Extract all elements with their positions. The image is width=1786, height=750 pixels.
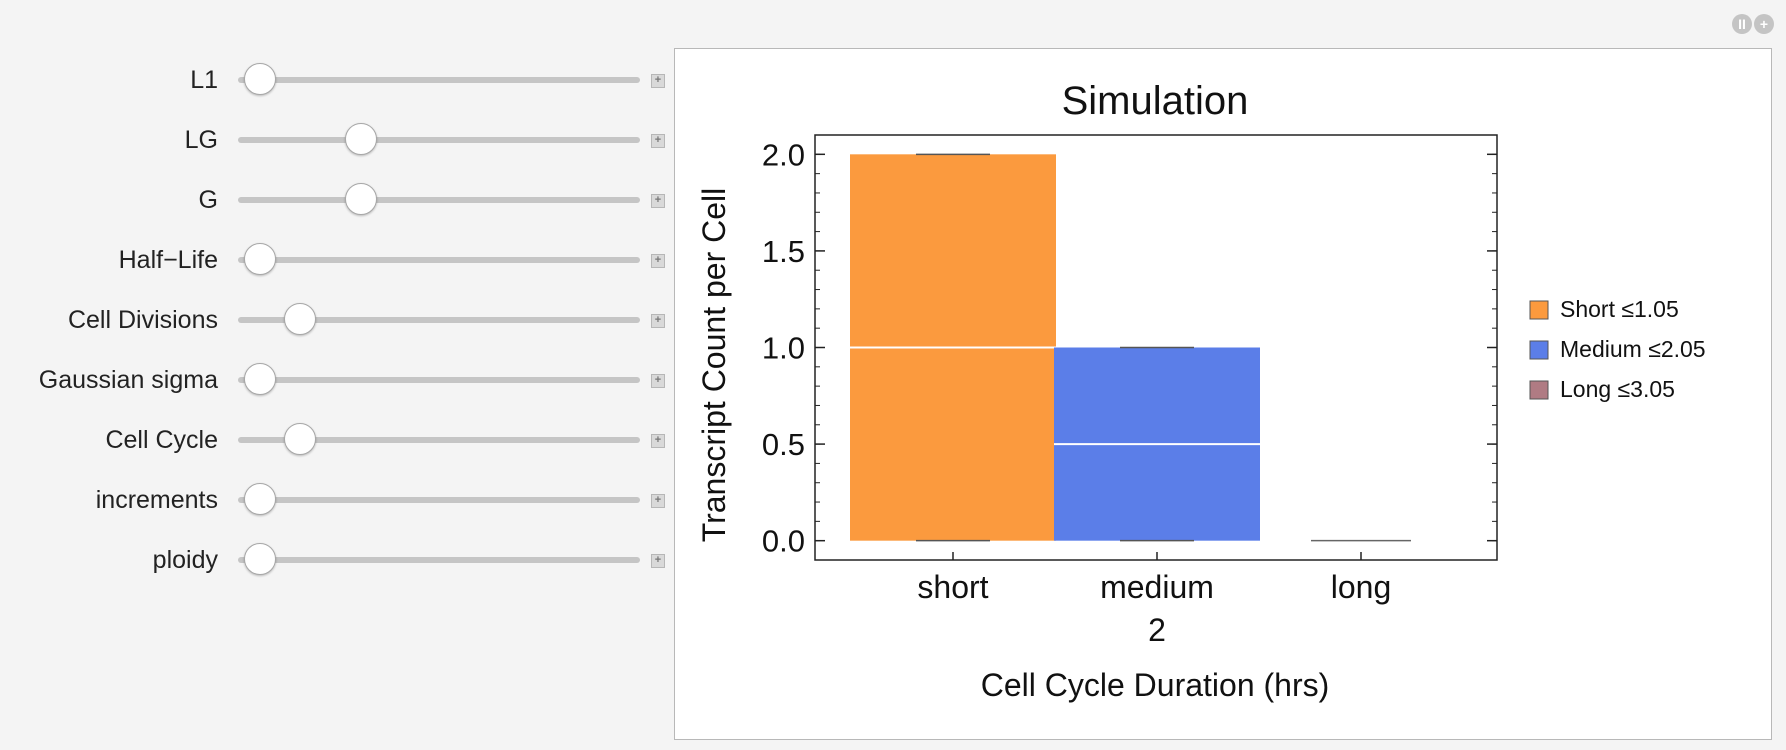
legend-swatch — [1529, 300, 1549, 320]
plot-area: 0.0 0.5 1.0 1.5 2.0 short medium 2 long — [762, 134, 1498, 648]
slider-thumb[interactable] — [284, 423, 317, 455]
x-axis-label: Cell Cycle Duration (hrs) — [981, 667, 1330, 703]
control-row: ploidy + — [0, 540, 680, 580]
x-tick-sublabel: 2 — [1148, 612, 1166, 648]
expand-plus-icon[interactable]: + — [651, 194, 665, 208]
control-row: Cell Divisions + — [0, 300, 680, 340]
expand-plus-icon[interactable]: + — [651, 494, 665, 508]
expand-plus-icon[interactable]: + — [651, 74, 665, 88]
y-axis-label: Transcript Count per Cell — [696, 188, 732, 543]
legend-swatch — [1529, 380, 1549, 400]
control-label: Half−Life — [118, 246, 218, 274]
slider-track[interactable] — [238, 557, 640, 563]
slider-track[interactable] — [238, 377, 640, 383]
slider-track[interactable] — [238, 317, 640, 323]
expand-plus-icon[interactable]: + — [651, 314, 665, 328]
slider-thumb[interactable] — [344, 123, 377, 155]
y-tick-label: 0.5 — [762, 427, 805, 462]
expand-plus-icon[interactable]: + — [651, 374, 665, 388]
legend-label: Long ≤3.05 — [1560, 376, 1675, 402]
control-row: L1 + — [0, 60, 680, 100]
control-row: G + — [0, 180, 680, 220]
output-panel: Simulation 0.0 0.5 1.0 1.5 2.0 short medium 2 lo… — [674, 48, 1772, 740]
add-icon[interactable]: + — [1754, 14, 1774, 34]
legend-label: Short ≤1.05 — [1560, 296, 1679, 322]
control-label: Gaussian sigma — [38, 366, 218, 394]
control-row: Half−Life + — [0, 240, 680, 280]
y-tick-label: 1.0 — [762, 331, 805, 366]
y-tick-label: 1.5 — [762, 234, 805, 269]
simulation-chart: Simulation 0.0 0.5 1.0 1.5 2.0 short medium 2 lo… — [696, 79, 1706, 703]
control-label: Cell Divisions — [67, 306, 218, 334]
control-row: Gaussian sigma + — [0, 360, 680, 400]
slider-track[interactable] — [238, 197, 640, 203]
legend: Short ≤1.05 Medium ≤2.05 Long ≤3.05 — [1529, 296, 1706, 402]
slider-track[interactable] — [238, 77, 640, 83]
control-label: G — [198, 186, 218, 214]
control-label: LG — [184, 126, 218, 154]
expand-plus-icon[interactable]: + — [651, 554, 665, 568]
x-tick-label: long — [1331, 569, 1392, 605]
slider-thumb[interactable] — [244, 63, 276, 95]
slider-thumb[interactable] — [284, 303, 317, 335]
slider-track[interactable] — [238, 497, 640, 503]
slider-thumb[interactable] — [244, 543, 276, 575]
control-row: LG + — [0, 120, 680, 160]
legend-label: Medium ≤2.05 — [1560, 336, 1706, 362]
y-tick-label: 0.0 — [762, 524, 805, 559]
chart-title: Simulation — [1062, 79, 1249, 123]
control-label: increments — [95, 486, 218, 514]
expand-plus-icon[interactable]: + — [651, 134, 665, 148]
control-label: L1 — [190, 66, 218, 94]
control-row: increments + — [0, 480, 680, 520]
control-label: ploidy — [152, 546, 218, 574]
slider-thumb[interactable] — [244, 243, 276, 275]
pause-icon[interactable]: II — [1732, 14, 1752, 34]
slider-track[interactable] — [238, 257, 640, 263]
window-controls: II + — [1732, 14, 1774, 34]
control-label: Cell Cycle — [105, 426, 218, 454]
x-tick-label: short — [917, 569, 988, 605]
slider-thumb[interactable] — [344, 183, 377, 215]
expand-plus-icon[interactable]: + — [651, 434, 665, 448]
slider-thumb[interactable] — [244, 483, 276, 515]
slider-track[interactable] — [238, 437, 640, 443]
slider-track[interactable] — [238, 137, 640, 143]
slider-thumb[interactable] — [244, 363, 276, 395]
expand-plus-icon[interactable]: + — [651, 254, 665, 268]
control-row: Cell Cycle + — [0, 420, 680, 460]
x-tick-label: medium — [1100, 569, 1214, 605]
y-tick-label: 2.0 — [762, 137, 805, 172]
legend-swatch — [1529, 340, 1549, 360]
